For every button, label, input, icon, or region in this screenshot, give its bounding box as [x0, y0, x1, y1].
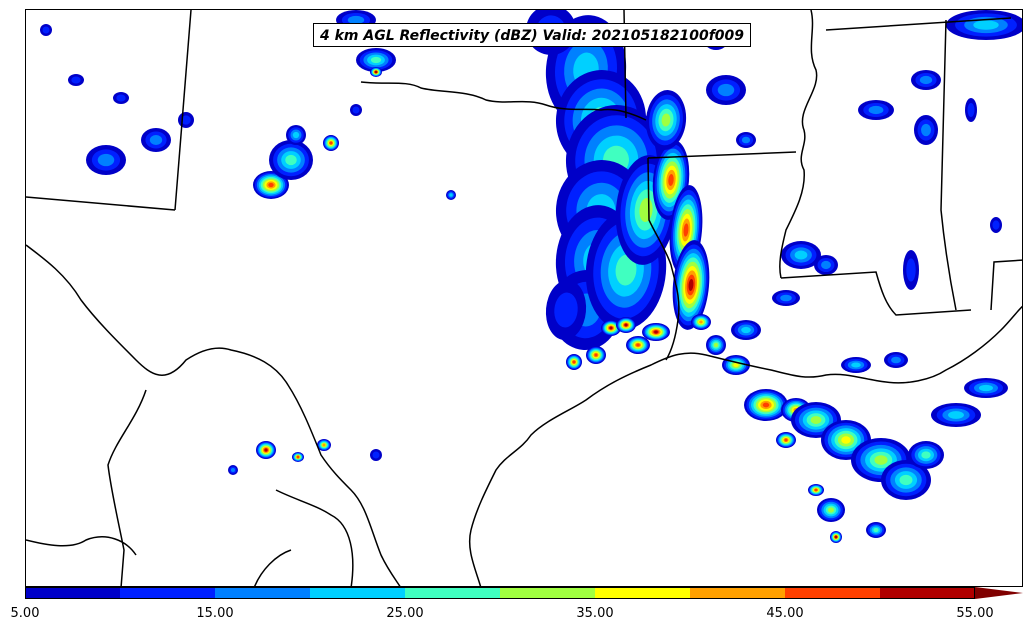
echo-cell [731, 320, 761, 340]
echo-cell [113, 92, 129, 104]
map-panel: 4 km AGL Reflectivity (dBZ) Valid: 20210… [25, 9, 1023, 587]
echo-cell [586, 346, 606, 364]
echo-cell [931, 403, 981, 427]
echo-cell [642, 323, 670, 341]
florida-border [990, 259, 1022, 311]
echo-cell [370, 449, 382, 461]
colorbar-segment [310, 587, 405, 599]
mexico-state-line-1 [107, 389, 147, 586]
echo-cell [446, 190, 456, 200]
echo-cell [736, 132, 756, 148]
echo-cell [776, 432, 796, 448]
colorbar-segment [690, 587, 785, 599]
echo-cell [356, 48, 396, 72]
echo-cell [645, 90, 687, 150]
echo-cell [178, 112, 194, 128]
colorbar-tick-label: 15.00 [196, 606, 234, 621]
echo-cell [68, 74, 84, 86]
colorbar-outline [25, 587, 975, 599]
echo-cell [911, 70, 941, 90]
radar-echoes [40, 10, 1022, 543]
map-title: 4 km AGL Reflectivity (dBZ) Valid: 20210… [313, 23, 752, 47]
tn-south-border [825, 17, 1012, 31]
echo-cell [772, 290, 800, 306]
colorbar-extend-arrow [975, 587, 1023, 599]
echo-cell [884, 352, 908, 368]
colorbar-segment [25, 587, 120, 599]
echo-cell [706, 335, 726, 355]
echo-cell [808, 484, 824, 496]
echo-cell [866, 522, 886, 538]
echo-cell [601, 320, 621, 336]
echo-cell [990, 217, 1002, 233]
echo-cell [706, 75, 746, 105]
colorbar-tick-label: 55.00 [956, 606, 994, 621]
echo-cell [691, 314, 711, 330]
mexico-state-line-2 [26, 536, 137, 556]
echo-cell [908, 441, 944, 469]
echo-cell [781, 241, 821, 269]
echo-cell [566, 354, 582, 370]
state-boundaries [26, 10, 1022, 586]
echo-cell [830, 531, 842, 543]
echo-cell [141, 128, 171, 152]
echo-cell [350, 104, 362, 116]
colorbar [25, 587, 1023, 599]
echo-cell [615, 155, 677, 265]
colorbar-tick-label: 45.00 [766, 606, 804, 621]
echo-cell [86, 145, 126, 175]
colorbar-tick-label: 5.00 [10, 606, 40, 621]
echo-cell [946, 10, 1022, 40]
colorbar-segment [405, 587, 500, 599]
colorbar-segment [595, 587, 690, 599]
colorbar-segment [215, 587, 310, 599]
echo-cell [858, 100, 894, 120]
gulf-coastline [469, 305, 1022, 586]
echo-cell [616, 317, 636, 333]
echo-cell [253, 171, 289, 199]
echo-cell [317, 439, 331, 451]
red-river-border [360, 81, 647, 121]
echo-cell [626, 336, 650, 354]
echo-cell [881, 460, 931, 500]
mexico-state-line-3 [275, 489, 354, 586]
echo-cell [256, 441, 276, 459]
echo-cell [672, 240, 710, 330]
echo-cell [903, 250, 919, 290]
louisiana-east-border [780, 271, 972, 316]
rio-grande-border [26, 244, 401, 586]
colorbar-segment [500, 587, 595, 599]
mississippi-river [779, 10, 818, 279]
echo-cell [914, 115, 938, 145]
reflectivity-map [26, 10, 1022, 586]
panhandle-south-border [26, 196, 176, 211]
colorbar-tick-label: 35.00 [576, 606, 614, 621]
nm-east-border [174, 10, 192, 211]
ms-al-border [940, 19, 957, 311]
colorbar-segment [785, 587, 880, 599]
echo-cell [817, 498, 845, 522]
echo-cell [323, 135, 339, 151]
echo-cell [841, 357, 871, 373]
mexico-state-line-4 [254, 549, 292, 586]
echo-cell [814, 255, 838, 275]
echo-cell [292, 452, 304, 462]
echo-cell [269, 140, 313, 180]
sabine-border [647, 157, 680, 361]
colorbar-segment [120, 587, 215, 599]
echo-cell [545, 280, 587, 340]
echo-cell [370, 67, 382, 77]
echo-cell [744, 389, 788, 421]
colorbar-segment [880, 587, 975, 599]
echo-cell [228, 465, 238, 475]
echo-cell [722, 355, 750, 375]
echo-cell [964, 378, 1008, 398]
echo-cell [40, 24, 52, 36]
echo-cell [965, 98, 977, 122]
arkansas-south-border [647, 151, 797, 159]
colorbar-tick-label: 25.00 [386, 606, 424, 621]
echo-cell [286, 125, 306, 145]
